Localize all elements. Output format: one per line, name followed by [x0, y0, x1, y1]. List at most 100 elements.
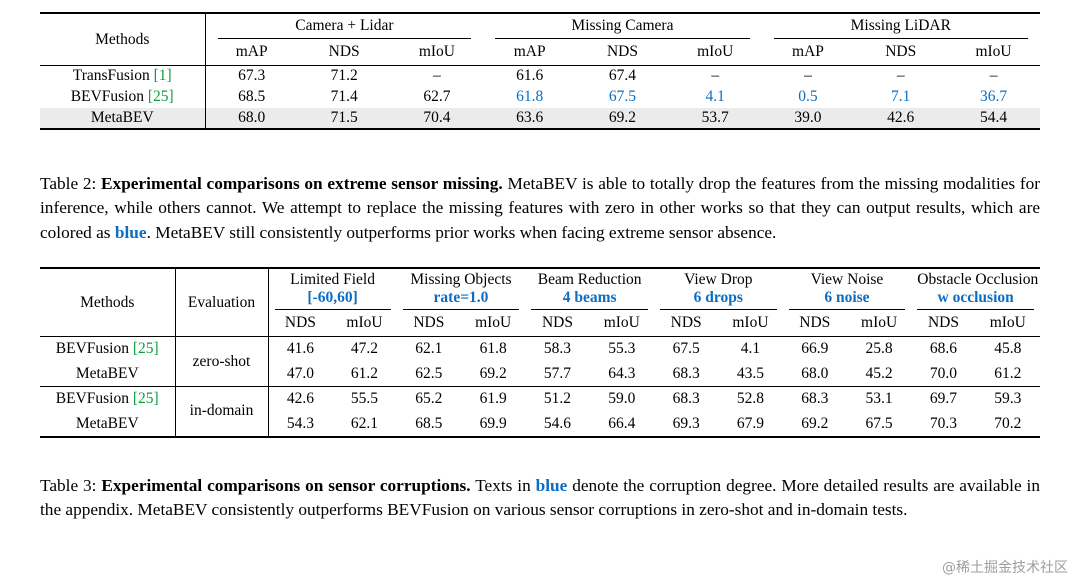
value-cell: 68.3	[672, 364, 700, 382]
corruption-name: Limited Field	[290, 271, 375, 289]
column-group-header: Missing Camera	[483, 13, 761, 40]
metric-column-header: NDS	[782, 311, 847, 338]
value-cell: 61.9	[460, 386, 526, 412]
value-cell: 4.1	[705, 88, 725, 105]
metric-column-header: NDS	[653, 311, 719, 338]
method-name-cell: BEVFusion [25]	[40, 386, 176, 412]
metric-column-header: mAP	[205, 40, 298, 66]
citation-link[interactable]: [25]	[132, 390, 159, 408]
value-cell: 45.8	[994, 340, 1022, 358]
table-row: TransFusion [1] 67.3 71.2 – 61.6 67.4 – – – –	[40, 65, 1040, 87]
table-row: MetaBEV 68.0 71.5 70.4 63.6 69.2 53.7 39.0 42.6 5…	[40, 107, 1040, 129]
corruption-name: View Noise	[810, 271, 884, 289]
citation-link[interactable]: [25]	[132, 340, 159, 358]
metric-column-header: mIoU	[947, 40, 1040, 66]
value-cell: 68.5	[238, 88, 266, 105]
value-cell: –	[896, 67, 905, 85]
table-row: BEVFusion [25] zero-shot 41.6 47.2 62.1 61.8 5…	[40, 336, 1040, 387]
value-cell: 42.6	[854, 107, 948, 129]
value-cell: 4.1	[740, 340, 761, 358]
table-row: MetaBEV 54.3 62.1 68.5 69.9 54.6 66.4 69.3 67.9 6…	[40, 411, 1040, 437]
value-cell: 69.9	[479, 414, 507, 432]
corruption-name: Obstacle Occlusion	[917, 271, 1039, 289]
caption-segment: . MetaBEV still consistently outperforms…	[146, 222, 777, 242]
value-cell: 68.6	[929, 340, 957, 358]
value-cell: 67.5	[865, 414, 893, 432]
value-cell: 47.0	[286, 364, 314, 382]
group-header-row: Methods Evaluation Limited Field [-60,60] Mi…	[40, 268, 1040, 337]
caption-segment: MetaBEV is able to totally drop the feat…	[40, 173, 1040, 242]
watermark: @稀土掘金技术社区	[942, 560, 1068, 576]
table-3: Methods Evaluation Limited Field [-60,60] Mi…	[40, 267, 1040, 438]
value-cell: 70.2	[994, 414, 1022, 432]
metric-column-header: NDS	[396, 311, 461, 338]
corruption-name: Beam Reduction	[537, 271, 642, 289]
corruption-degree: 6 drops	[693, 289, 743, 307]
value-cell: 67.5	[672, 340, 700, 358]
value-cell: 68.3	[782, 386, 847, 412]
value-cell: 57.7	[543, 364, 572, 382]
value-cell: 54.4	[947, 107, 1040, 129]
metric-column-header: mIoU	[668, 40, 762, 66]
method-name-cell: MetaBEV	[40, 107, 206, 129]
value-cell: 41.6	[286, 340, 314, 358]
value-cell: 25.8	[865, 340, 893, 358]
column-group-header: View Noise 6 noise	[783, 268, 912, 311]
method-name-cell: BEVFusion [25]	[40, 336, 176, 362]
value-cell: 62.7	[423, 88, 451, 105]
column-group-header: Limited Field [-60,60]	[268, 268, 397, 311]
method-name-cell: MetaBEV	[40, 361, 176, 387]
value-cell: 66.9	[801, 340, 829, 358]
caption-segment: Table 3:	[40, 475, 102, 495]
value-cell: 69.2	[576, 107, 669, 129]
column-group-header: Missing LiDAR	[762, 13, 1040, 40]
value-cell: 63.6	[483, 107, 577, 129]
caption-segment: Experimental comparisons on extreme sens…	[101, 173, 503, 193]
table-3-body: BEVFusion [25] zero-shot 41.6 47.2 62.1 61.8 5…	[40, 336, 1040, 437]
value-cell: 62.1	[350, 414, 379, 432]
value-cell: 7.1	[891, 88, 911, 105]
metric-column-header: NDS	[576, 40, 669, 66]
column-group-header: Beam Reduction 4 beams	[525, 268, 654, 311]
value-cell: 67.4	[608, 67, 636, 85]
column-group-header: View Drop 6 drops	[654, 268, 783, 311]
value-cell: 51.2	[525, 386, 590, 412]
evaluation-column-header: Evaluation	[175, 268, 269, 337]
metric-column-header: NDS	[268, 311, 333, 338]
table-row: MetaBEV 47.0 61.2 62.5 69.2 57.7 64.3 68.3 43.5 6…	[40, 361, 1040, 387]
metric-column-header: mIoU	[718, 311, 783, 338]
value-cell: 71.2	[330, 67, 358, 85]
caption-segment: blue	[535, 475, 568, 495]
metric-header-row: mAP NDS mIoU mAP NDS mIoU mAP NDS mIoU	[40, 40, 1040, 66]
methods-column-header: Methods	[40, 13, 206, 66]
metric-column-header: NDS	[525, 311, 590, 338]
metric-column-header: mIoU	[846, 311, 912, 338]
value-cell: 64.3	[608, 364, 636, 382]
value-cell: 67.9	[736, 414, 765, 432]
caption-segment: denote the corruption degree. More detai…	[40, 475, 1040, 520]
column-group-header: Camera + Lidar	[205, 13, 483, 40]
method-name-cell: MetaBEV	[40, 411, 176, 437]
value-cell: 55.5	[332, 386, 397, 412]
citation-link[interactable]: [1]	[153, 67, 172, 85]
value-cell: 68.0	[205, 107, 298, 129]
table-2-header: Methods Camera + Lidar Missing Camera Missi…	[40, 13, 1040, 66]
value-cell: 61.8	[516, 88, 544, 105]
corruption-degree: 6 noise	[824, 289, 870, 307]
value-cell: –	[804, 67, 812, 85]
value-cell: 54.3	[286, 414, 314, 432]
corruption-degree: w occlusion	[937, 289, 1014, 307]
value-cell: 69.2	[801, 414, 829, 432]
metric-column-header: mIoU	[332, 311, 397, 338]
table-3-caption: Table 3: Experimental comparisons on sen…	[40, 474, 1040, 523]
value-cell: 59.0	[589, 386, 654, 412]
corruption-degree: 4 beams	[562, 289, 617, 307]
citation-link[interactable]: [25]	[147, 88, 174, 105]
value-cell: 68.0	[801, 364, 829, 382]
column-group-label: Camera + Lidar	[217, 15, 472, 39]
value-cell: 61.2	[350, 364, 379, 382]
value-cell: 52.8	[718, 386, 783, 412]
table-2-body: TransFusion [1] 67.3 71.2–61.6 67.4– – – – BEVF…	[40, 65, 1040, 129]
metric-column-header: mIoU	[975, 311, 1040, 338]
group-header-row: Methods Camera + Lidar Missing Camera Missi…	[40, 13, 1040, 66]
